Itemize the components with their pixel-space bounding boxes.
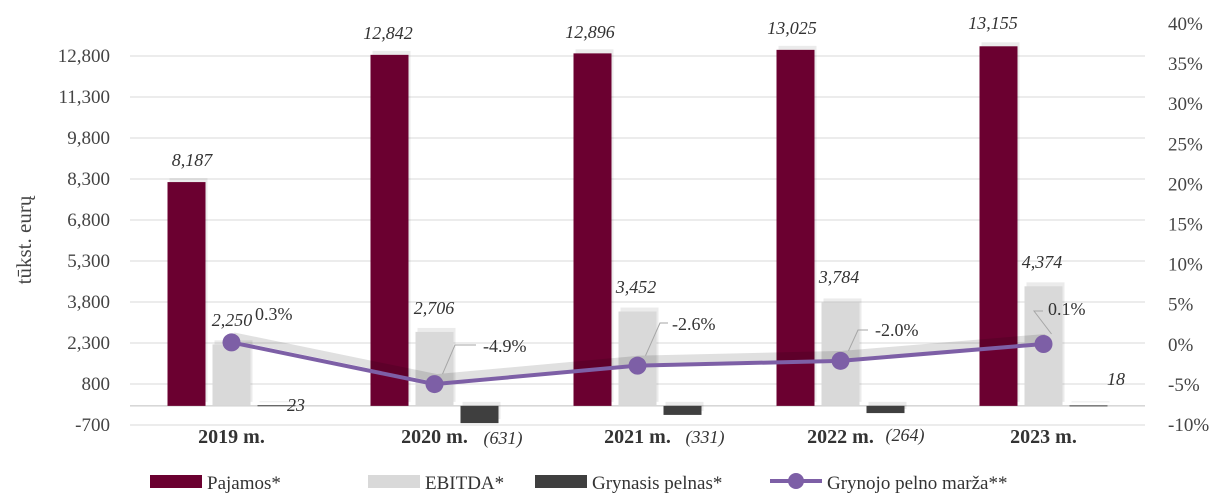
bar-ebitda- <box>415 331 454 406</box>
margin-label: -2.6% <box>672 314 716 334</box>
y-right-tick-label: 15% <box>1168 215 1203 236</box>
bar-grynasis-pelnas- <box>1069 405 1108 407</box>
bar-pajamos- <box>370 54 409 406</box>
data-label: (331) <box>686 427 725 448</box>
data-label: 2,250 <box>212 310 253 330</box>
y-left-tick-label: -700 <box>75 415 110 436</box>
data-label: 3,452 <box>615 277 657 297</box>
category-label: 2021 m. <box>604 426 671 448</box>
y-left-tick-label: 3,800 <box>67 292 110 313</box>
y-left-tick-label: 9,800 <box>67 128 110 149</box>
y-right-tick-label: 25% <box>1168 134 1203 155</box>
category-labels: 2019 m. 2020 m. 2021 m. 2022 m. 2023 m. <box>198 426 1077 448</box>
data-label: 3,784 <box>818 267 860 287</box>
bar-grynasis-pelnas- <box>663 405 702 415</box>
y-left-tick-label: 6,800 <box>67 210 110 231</box>
y-left-tick-label: 11,300 <box>58 87 110 108</box>
leader-line <box>848 329 868 352</box>
margin-label: -2.0% <box>875 320 919 340</box>
margin-label: -4.9% <box>483 336 527 356</box>
legend-label: Grynojo pelno marža** <box>827 473 1007 493</box>
bar-shadow <box>1071 401 1110 403</box>
data-label: (631) <box>484 428 523 449</box>
data-label: 12,842 <box>363 23 413 43</box>
data-label: 18 <box>1107 369 1125 389</box>
bar-ebitda- <box>212 344 251 406</box>
data-label: 4,374 <box>1022 252 1063 272</box>
legend-label: Grynasis pelnas* <box>592 473 722 493</box>
leader-line <box>645 322 668 356</box>
legend-label: Pajamos* <box>207 473 281 493</box>
y-axis-left-tick-labels: -700 800 2,300 3,800 5,300 6,800 8,300 9,800 11,… <box>58 46 110 436</box>
y-left-tick-label: 8,300 <box>67 169 110 190</box>
y-axis-title: tūkst. eurų <box>12 195 36 284</box>
y-right-tick-label: 30% <box>1168 94 1203 115</box>
legend: Pajamos* EBITDA* Grynasis pelnas* Grynojo p… <box>150 473 1007 493</box>
margin-label: 0.1% <box>1048 299 1086 319</box>
margin-point <box>831 351 850 370</box>
bar-pajamos- <box>167 182 206 406</box>
y-right-tick-label: 40% <box>1168 14 1203 35</box>
leader-line <box>442 344 476 375</box>
data-label: 12,896 <box>565 22 615 42</box>
bar-pajamos- <box>573 53 612 406</box>
margin-point <box>425 375 444 394</box>
legend-swatch <box>535 475 587 488</box>
data-label: 13,025 <box>767 18 817 38</box>
y-axis-right-tick-labels: -10% -5% 0% 5% 10% 15% 20% 25% 30% 35% 40% <box>1168 14 1209 436</box>
y-right-tick-label: 35% <box>1168 54 1203 75</box>
data-label: 13,155 <box>968 13 1018 33</box>
margin-point <box>628 356 647 375</box>
margin-label: 0.3% <box>255 304 293 324</box>
bar-shadow <box>868 401 907 410</box>
bar-grynasis-pelnas- <box>866 405 905 414</box>
data-label: 8,187 <box>172 150 214 170</box>
legend-swatch <box>150 475 202 488</box>
bar-shadow <box>259 401 298 403</box>
bar-grynasis-pelnas- <box>257 405 296 407</box>
margin-line <box>222 310 1053 394</box>
y-left-tick-label: 5,300 <box>67 251 110 272</box>
y-right-tick-label: 0% <box>1168 335 1194 356</box>
bar-pajamos- <box>979 46 1018 406</box>
data-labels: 8,187 12,842 12,896 13,025 13,155 2,250 2,706 3… <box>172 13 1125 449</box>
category-label: 2020 m. <box>401 426 468 448</box>
data-label: (264) <box>886 425 925 446</box>
margin-point <box>1034 334 1053 353</box>
bar-grynasis-pelnas- <box>460 405 499 424</box>
legend-marker <box>788 473 804 489</box>
y-right-tick-label: 5% <box>1168 295 1194 316</box>
y-right-tick-label: 10% <box>1168 255 1203 276</box>
leader-line <box>1032 310 1052 335</box>
y-left-tick-label: 800 <box>82 374 111 395</box>
bar-pajamos- <box>776 49 815 406</box>
category-label: 2019 m. <box>198 426 265 448</box>
legend-swatch <box>368 475 420 488</box>
y-right-tick-label: -10% <box>1168 415 1209 436</box>
y-left-tick-label: 12,800 <box>58 46 110 67</box>
y-left-tick-label: 2,300 <box>67 333 110 354</box>
gridlines <box>130 55 1145 426</box>
y-right-tick-label: 20% <box>1168 174 1203 195</box>
category-label: 2023 m. <box>1010 426 1077 448</box>
data-label: 23 <box>287 395 305 415</box>
data-label: 2,706 <box>414 298 455 318</box>
y-right-tick-label: -5% <box>1168 375 1200 396</box>
margin-point <box>222 333 241 352</box>
category-label: 2022 m. <box>807 426 874 448</box>
legend-label: EBITDA* <box>425 473 504 493</box>
